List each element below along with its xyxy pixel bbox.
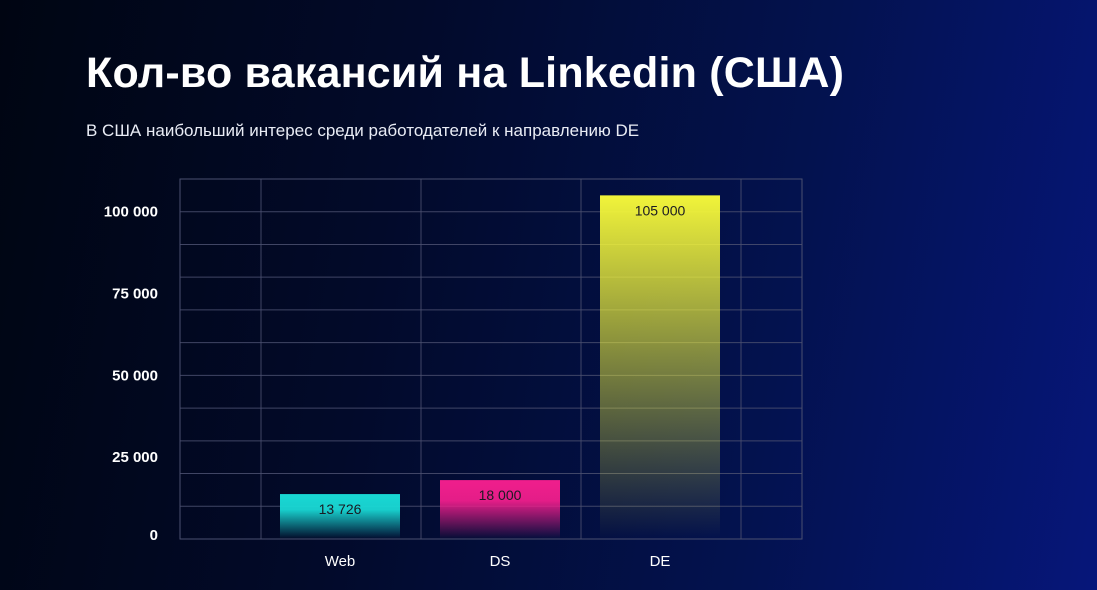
data-labels: 13 726 18 000 105 000 <box>319 202 686 517</box>
y-tick-label: 75 000 <box>112 286 158 303</box>
y-axis: 0 25 000 50 000 75 000 100 000 <box>104 204 158 544</box>
chart-subtitle: В США наибольший интерес среди работодат… <box>86 121 640 140</box>
x-tick-label-web: Web <box>325 553 356 570</box>
data-label-web: 13 726 <box>319 501 362 517</box>
bar-web <box>280 494 400 539</box>
y-tick-label: 0 <box>150 527 158 544</box>
x-axis: Web DS DE <box>325 553 671 570</box>
bar-de <box>600 195 720 539</box>
x-tick-label-de: DE <box>650 553 671 570</box>
chart-title: Кол-во вакансий на Linkedin (США) <box>86 49 845 97</box>
data-label-de: 105 000 <box>635 202 686 218</box>
bars <box>280 195 720 539</box>
y-tick-label: 50 000 <box>112 367 158 384</box>
bar-ds <box>440 480 560 539</box>
y-tick-label: 100 000 <box>104 204 158 221</box>
x-tick-label-ds: DS <box>490 553 511 570</box>
y-tick-label: 25 000 <box>112 449 158 466</box>
data-label-ds: 18 000 <box>479 487 522 503</box>
